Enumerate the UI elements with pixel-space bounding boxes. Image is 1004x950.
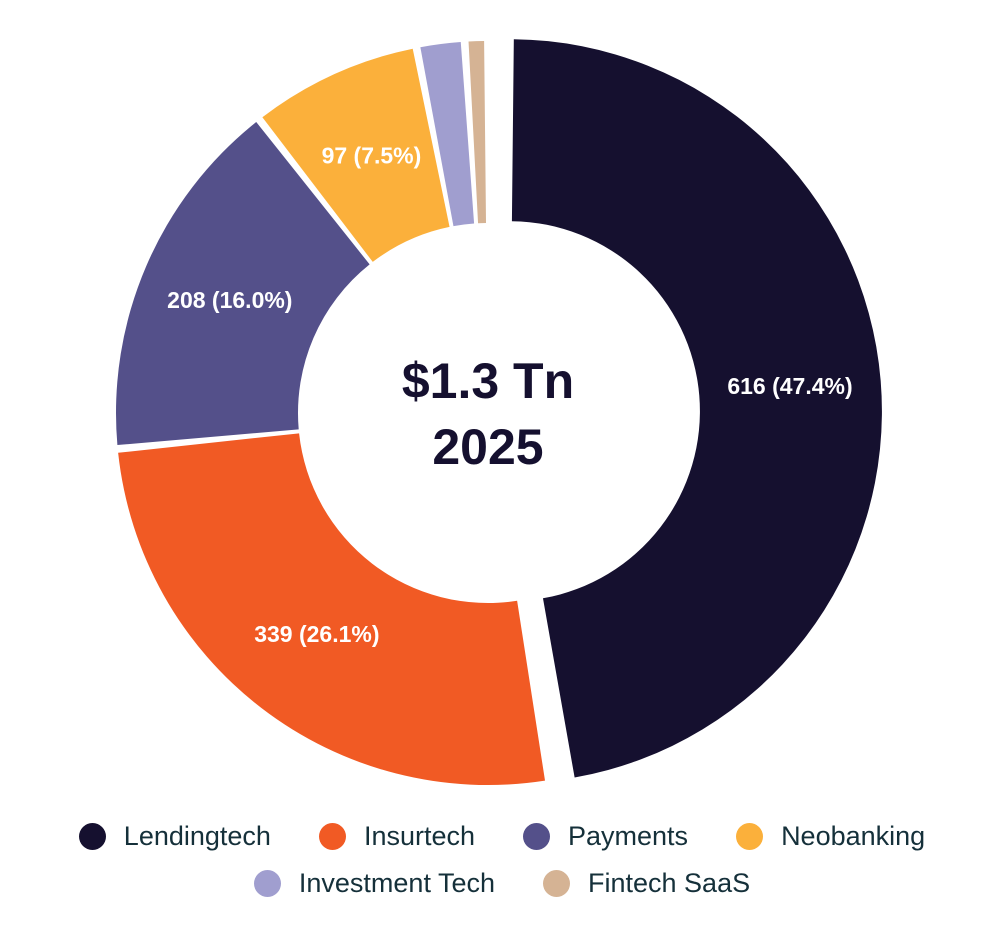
center-year-label: 2025 <box>432 419 543 475</box>
center-total-label: $1.3 Tn <box>402 353 574 409</box>
slice-lendingtech <box>511 39 882 778</box>
slice-investment-tech <box>420 41 475 227</box>
slice-insurtech <box>118 433 546 785</box>
legend-swatch-payments <box>523 822 550 850</box>
legend-label-fintech-saas: Fintech SaaS <box>588 867 751 898</box>
legend-row-2: Investment Tech Fintech SaaS <box>0 862 1004 904</box>
legend-swatch-insurtech <box>318 822 346 850</box>
legend-swatch-lendingtech <box>78 822 106 850</box>
legend-item-lendingtech: Lendingtech <box>78 820 271 852</box>
slice-label-insurtech: 339 (26.1%) <box>254 621 379 647</box>
slice-payments <box>116 122 370 446</box>
legend-item-fintech-saas: Fintech SaaS <box>543 868 750 899</box>
legend-item-investment-tech: Investment Tech <box>253 867 495 899</box>
legend-label-payments: Payments <box>568 820 689 851</box>
legend-row-1: Lendingtech Insurtech Payments Neobanking <box>0 815 1004 857</box>
legend-item-insurtech: Insurtech <box>318 820 475 852</box>
donut-chart: 616 (47.4%) 339 (26.1%) 208 (16.0%) 97 (7.5… <box>116 39 882 785</box>
legend-swatch-neobanking <box>736 822 764 850</box>
legend-label-lendingtech: Lendingtech <box>123 820 271 851</box>
slice-label-neobanking: 97 (7.5%) <box>322 142 422 168</box>
slice-fintech-saas <box>468 41 487 224</box>
legend-item-neobanking: Neobanking <box>736 821 925 852</box>
legend-swatch-investment-tech <box>253 869 281 897</box>
legend-label-investment-tech: Investment Tech <box>298 867 495 898</box>
legend-label-neobanking: Neobanking <box>781 820 926 851</box>
legend-swatch-fintech-saas <box>543 869 570 897</box>
legend-label-insurtech: Insurtech <box>363 820 475 851</box>
donut-svg: 616 (47.4%) 339 (26.1%) 208 (16.0%) 97 (7.5… <box>116 39 882 785</box>
slice-label-payments: 208 (16.0%) <box>167 287 292 313</box>
legend-item-payments: Payments <box>523 821 688 852</box>
slice-label-lendingtech: 616 (47.4%) <box>727 373 852 399</box>
slice-neobanking <box>262 48 450 262</box>
